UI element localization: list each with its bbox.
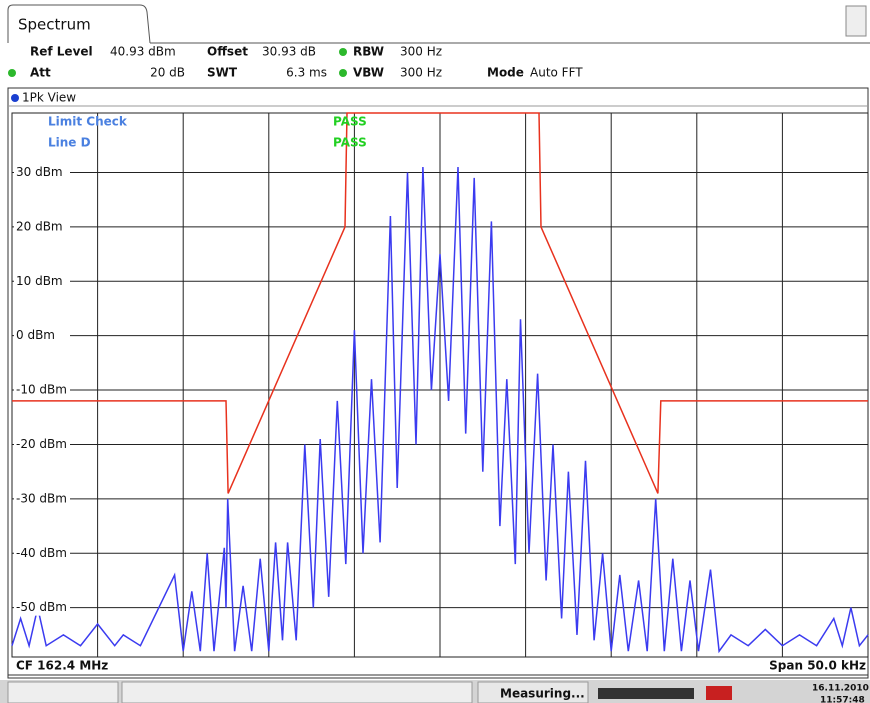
setting-value: Auto FFT [530,66,583,80]
setting-label: Att [30,66,51,80]
limit-line-label: Limit Check [48,115,128,129]
setting-label: RBW [353,45,384,59]
limit-result: PASS [333,115,367,129]
y-tick-label: 0 dBm [16,328,55,342]
status-dot [339,69,347,77]
y-tick-label: 20 dBm [16,219,63,233]
y-tick-label: -30 dBm [16,491,67,505]
center-frequency: CF 162.4 MHz [16,659,108,673]
span: Span 50.0 kHz [769,659,866,673]
time: 11:57:48 [820,696,865,703]
progress-bar [598,688,694,699]
y-tick-label: 30 dBm [16,165,63,179]
setting-value: 20 dB [150,66,185,80]
error-icon [706,686,732,700]
setting-label: SWT [207,66,238,80]
setting-value: 300 Hz [400,66,442,80]
setting-value: 40.93 dBm [110,45,176,59]
y-tick-label: -20 dBm [16,437,67,451]
setting-value: 6.3 ms [286,66,327,80]
softkey[interactable] [8,682,118,703]
setting-label: Mode [487,66,524,80]
setting-label: VBW [353,66,384,80]
status-dot [8,69,16,77]
setting-value: 30.93 dB [262,45,316,59]
view-title: 1Pk View [22,91,76,105]
softkey[interactable] [122,682,472,703]
status-text: Measuring... [500,687,585,701]
analyzer-screen: Spectrum Ref Level 40.93 dBm Offset 30.93 dB… [0,0,870,703]
menu-button[interactable] [846,6,866,36]
view-dot [11,94,19,102]
setting-value: 300 Hz [400,45,442,59]
y-tick-label: -50 dBm [16,600,67,614]
status-dot [339,48,347,56]
y-tick-label: -10 dBm [16,383,67,397]
limit-line-label: Line D [48,136,91,150]
setting-label: Offset [207,45,248,59]
y-tick-label: 10 dBm [16,274,63,288]
limit-result: PASS [333,136,367,150]
setting-label: Ref Level [30,45,93,59]
date: 16.11.2010 [812,684,869,694]
tab-title: Spectrum [18,16,91,34]
y-tick-label: -40 dBm [16,546,67,560]
